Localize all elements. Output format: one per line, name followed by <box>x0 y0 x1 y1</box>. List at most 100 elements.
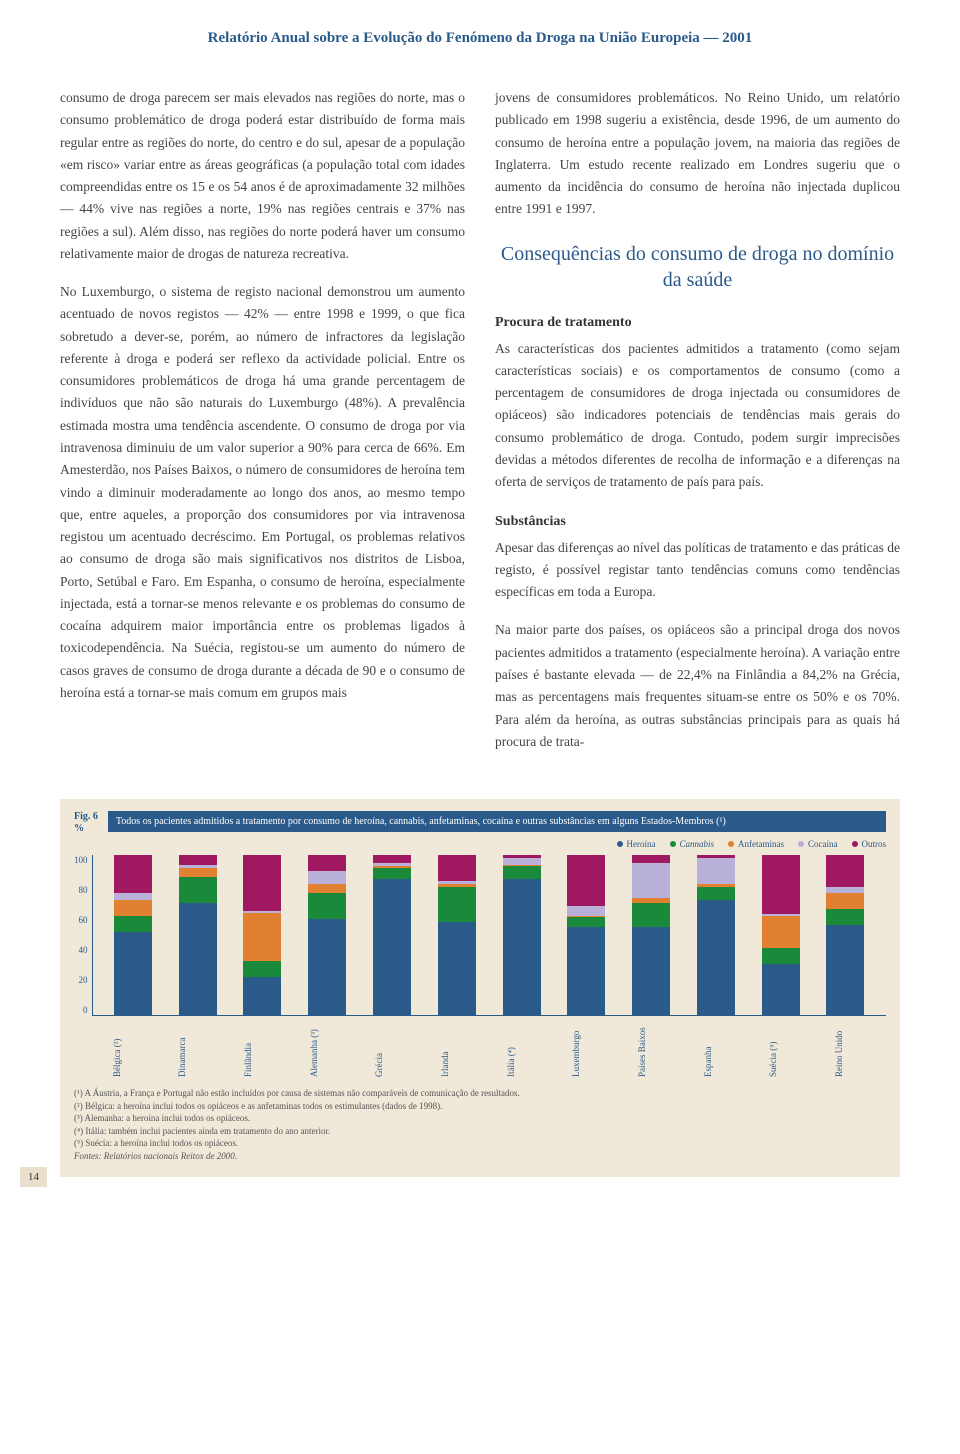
right-column: jovens de consumidores problemáticos. No… <box>495 87 900 769</box>
sub1-title: Procura de tratamento <box>495 311 900 334</box>
legend-label: Outros <box>862 839 887 849</box>
sub2-p2: Na maior parte dos países, os opiáceos s… <box>495 619 900 753</box>
bar-segment-heroin <box>632 927 670 1015</box>
x-labels: Bélgica (²)DinamarcaFinlândiaAlemanha (³… <box>74 1022 886 1077</box>
text-columns: consumo de droga parecem ser mais elevad… <box>60 87 900 769</box>
y-tick: 100 <box>74 855 88 865</box>
bar-segment-other <box>762 855 800 914</box>
footnote: (⁵) Suécia: a heroína inclui todos os op… <box>74 1137 886 1150</box>
bar-segment-heroin <box>567 927 605 1015</box>
chart-title: Todos os pacientes admitidos a tratament… <box>108 811 886 832</box>
bar <box>503 855 541 1015</box>
legend-swatch <box>798 841 804 847</box>
bar-segment-other <box>308 855 346 871</box>
bar-segment-other <box>567 855 605 906</box>
legend-label: Cocaína <box>808 839 838 849</box>
bar-segment-cannabis <box>373 868 411 879</box>
bar-segment-cannabis <box>762 948 800 964</box>
bar <box>632 855 670 1015</box>
bar-segment-other <box>243 855 281 911</box>
bar <box>762 855 800 1015</box>
y-tick: 40 <box>74 945 88 955</box>
legend-item: Anfetaminas <box>728 839 784 849</box>
bar-segment-amphet <box>114 900 152 916</box>
bar-segment-cannabis <box>179 877 217 903</box>
bar-segment-cocaine <box>308 871 346 884</box>
legend-swatch <box>617 841 623 847</box>
x-label: Bélgica (²) <box>112 1022 150 1077</box>
bar-segment-cannabis <box>503 866 541 879</box>
legend-label: Anfetaminas <box>738 839 784 849</box>
y-tick: 0 <box>74 1005 88 1015</box>
bar-segment-cannabis <box>567 917 605 927</box>
bar <box>308 855 346 1015</box>
legend-item: Heroína <box>617 839 656 849</box>
bar <box>114 855 152 1015</box>
legend-swatch <box>852 841 858 847</box>
x-label: Dinamarca <box>177 1022 215 1077</box>
bar-segment-other <box>373 855 411 863</box>
bar-segment-cannabis <box>826 909 864 925</box>
bar-segment-other <box>179 855 217 865</box>
bar-segment-other <box>114 855 152 893</box>
bar-segment-heroin <box>762 964 800 1015</box>
x-label: Irlanda <box>440 1022 478 1077</box>
fig-label: Fig. 6 % <box>74 811 98 835</box>
bar-segment-cannabis <box>243 961 281 977</box>
chart-area: 100806040200 <box>74 855 886 1016</box>
chart-footnotes: (¹) A Áustria, a França e Portugal não e… <box>74 1087 886 1163</box>
sub1-p: As características dos pacientes admitid… <box>495 338 900 494</box>
sub2-title: Substâncias <box>495 510 900 533</box>
bar-segment-heroin <box>503 879 541 1015</box>
bar-segment-heroin <box>438 922 476 1015</box>
bar-segment-heroin <box>179 903 217 1015</box>
bar-segment-amphet <box>762 916 800 948</box>
x-label: Suécia (⁵) <box>768 1022 806 1077</box>
legend-item: Outros <box>852 839 887 849</box>
legend-swatch <box>670 841 676 847</box>
legend-item: Cocaína <box>798 839 838 849</box>
bar-segment-other <box>438 855 476 881</box>
bar <box>567 855 605 1015</box>
footnote: Fontes: Relatórios nacionais Reitox de 2… <box>74 1150 886 1163</box>
legend-label: Cannabis <box>680 839 715 849</box>
bar <box>438 855 476 1015</box>
bar-segment-heroin <box>826 925 864 1015</box>
footnote: (³) Alemanha: a heroína inclui todos os … <box>74 1112 886 1125</box>
x-label: Alemanha (³) <box>309 1022 347 1077</box>
chart-container: Fig. 6 % Todos os pacientes admitidos a … <box>60 799 900 1177</box>
x-label: Itália (⁴) <box>506 1022 544 1077</box>
footnote: (⁴) Itália: também inclui pacientes aind… <box>74 1125 886 1138</box>
x-label: Espanha <box>703 1022 741 1077</box>
legend-item: Cannabis <box>670 839 715 849</box>
y-tick: 80 <box>74 885 88 895</box>
page-number: 14 <box>20 1167 47 1187</box>
bar-segment-cannabis <box>308 893 346 919</box>
left-p1: consumo de droga parecem ser mais elevad… <box>60 87 465 265</box>
bar <box>243 855 281 1015</box>
bar-segment-amphet <box>826 893 864 909</box>
bar-segment-cocaine <box>632 863 670 898</box>
y-axis: 100806040200 <box>74 855 92 1015</box>
bar-segment-heroin <box>697 900 735 1015</box>
bar-segment-cocaine <box>697 858 735 884</box>
legend-label: Heroína <box>627 839 656 849</box>
bar-segment-other <box>632 855 670 863</box>
y-tick: 60 <box>74 915 88 925</box>
page-header: Relatório Anual sobre a Evolução do Fenó… <box>60 30 900 47</box>
bar <box>826 855 864 1015</box>
bar-segment-heroin <box>114 932 152 1015</box>
bar-segment-cannabis <box>438 887 476 922</box>
bar-segment-other <box>826 855 864 887</box>
bar-segment-amphet <box>243 913 281 961</box>
legend-swatch <box>728 841 734 847</box>
left-p2: No Luxemburgo, o sistema de registo naci… <box>60 281 465 704</box>
chart-legend: Heroína Cannabis Anfetaminas Cocaína Outros <box>74 839 886 849</box>
x-label: Grécia <box>374 1022 412 1077</box>
bar-segment-amphet <box>179 868 217 878</box>
bar <box>373 855 411 1015</box>
section-title: Consequências do consumo de droga no dom… <box>495 241 900 293</box>
bar-segment-cocaine <box>567 906 605 916</box>
footnote: (¹) A Áustria, a França e Portugal não e… <box>74 1087 886 1100</box>
bars <box>92 855 887 1016</box>
